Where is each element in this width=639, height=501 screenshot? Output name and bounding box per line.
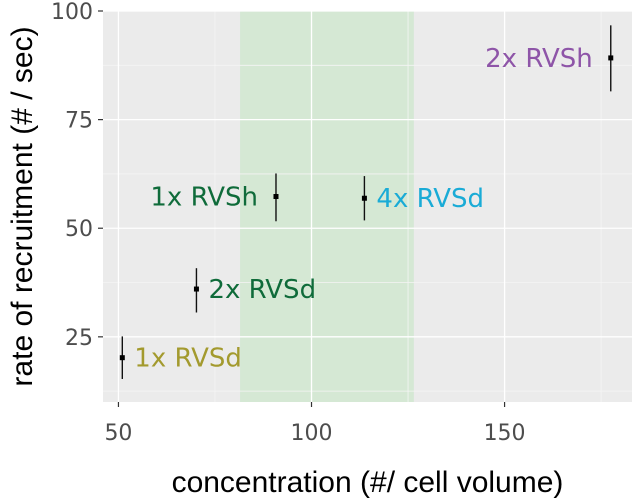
data-point [193, 286, 199, 292]
data-point-group: 1x RVSd [119, 336, 242, 379]
data-point-group: 2x RVSh [485, 25, 614, 92]
data-point-group: 2x RVSd [193, 268, 316, 313]
data-point-group: 1x RVSh [150, 173, 279, 222]
point-label: 4x RVSd [376, 184, 484, 214]
data-points: 1x RVSd 2x RVSd 1x RVSh 4x RVSd 2x RVSh [119, 25, 614, 379]
y-tick-label: 25 [65, 326, 93, 351]
y-axis-title: rate of recruitment (# / sec) [6, 26, 39, 386]
x-axis-ticks: 50 100 150 [104, 402, 526, 446]
x-axis-title: concentration (#/ cell volume) [172, 466, 564, 499]
point-label: 1x RVSh [150, 183, 258, 213]
x-tick-label: 150 [484, 421, 526, 446]
x-tick-label: 100 [291, 421, 333, 446]
y-axis-ticks: 25 50 75 100 [51, 0, 103, 351]
data-point-group: 4x RVSd [361, 176, 484, 221]
y-tick-label: 100 [51, 0, 93, 25]
data-point [608, 55, 614, 61]
y-tick-label: 50 [65, 217, 93, 242]
point-label: 2x RVSd [208, 275, 316, 305]
data-point [119, 355, 125, 361]
data-point [273, 194, 279, 200]
point-label: 2x RVSh [485, 44, 593, 74]
data-point [361, 195, 367, 201]
point-label: 1x RVSd [134, 344, 242, 374]
x-tick-label: 50 [104, 421, 132, 446]
major-gridlines [103, 10, 632, 402]
y-tick-label: 75 [65, 109, 93, 134]
